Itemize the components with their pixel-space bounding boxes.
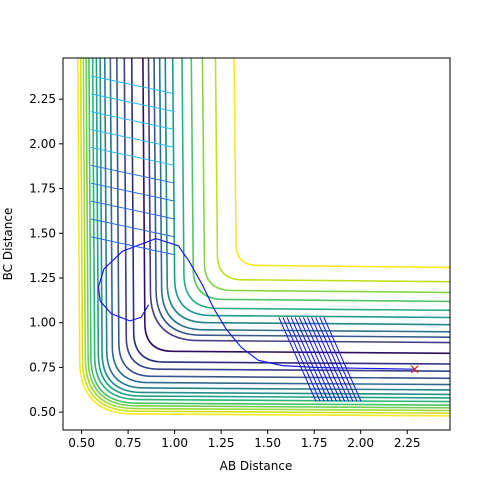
y-tick-label-3: 1.25 (29, 271, 56, 285)
endpoint-marker (410, 365, 419, 374)
plateau-contour-9 (147, 58, 450, 344)
x-tick-label-2: 1.00 (161, 436, 188, 450)
x-tick-label-4: 1.50 (254, 436, 281, 450)
trajectory-bounce-6 (90, 182, 175, 202)
trajectory-oscillation-5 (298, 317, 337, 402)
x-axis-label: AB Distance (220, 459, 293, 473)
valley-contour-10 (85, 58, 450, 409)
plot-frame (62, 57, 451, 431)
trajectory-oscillation-7 (307, 317, 346, 402)
valley-contour-2 (123, 58, 450, 372)
trajectory-oscillation-1 (282, 317, 321, 402)
plateau-contour-1 (214, 58, 450, 283)
valley-contour-6 (99, 58, 450, 396)
valley-contour-12 (79, 58, 450, 414)
valley-contour-11 (82, 58, 450, 412)
trajectory-bounce-9 (90, 236, 175, 256)
trajectory-oscillation-6 (302, 317, 342, 402)
valley-contour-1 (130, 58, 450, 365)
trajectory-bounce-7 (90, 200, 175, 220)
y-tick-label-1: 0.75 (29, 360, 56, 374)
plateau-contour-4 (181, 58, 450, 312)
plateau-contour-6 (164, 58, 450, 326)
y-axis-ticks: 0.50 0.75 1.00 1.25 1.50 1.75 2.00 2.25 (29, 92, 63, 419)
plateau-contour-8 (153, 58, 450, 338)
valley-contour-5 (103, 58, 450, 391)
valley-contour-4 (109, 58, 450, 386)
contour-lines (76, 58, 450, 417)
trajectory-bounce-8 (90, 218, 175, 238)
valley-contour-3 (116, 58, 450, 380)
trajectory-bounce-4 (90, 146, 175, 166)
trajectory-lines (90, 75, 415, 402)
valley-contour-7 (95, 58, 450, 399)
valley-contour-0 (142, 58, 450, 355)
x-tick-label-7: 2.25 (394, 436, 421, 450)
x-tick-label-0: 0.50 (68, 436, 95, 450)
x-axis-ticks: 0.50 0.75 1.00 1.25 1.50 1.75 2.00 2.25 (68, 430, 421, 450)
trajectory-oscillation-2 (286, 317, 325, 402)
trajectory-oscillation-10 (319, 317, 358, 402)
plateau-contour-2 (201, 58, 450, 294)
trajectory-oscillation-3 (290, 317, 329, 402)
y-tick-label-0: 0.50 (29, 405, 56, 419)
trajectory-bounce-5 (90, 164, 175, 184)
trajectory-oscillation-9 (315, 317, 354, 402)
y-tick-label-4: 1.50 (29, 226, 56, 240)
trajectory-path (97, 237, 415, 370)
trajectory-oscillation-0 (278, 317, 317, 402)
y-tick-label-7: 2.25 (29, 92, 56, 106)
trajectory-bounce-2 (90, 111, 175, 131)
valley-contour-8 (91, 58, 450, 403)
valley-contour-13 (76, 58, 450, 417)
trajectory-bounce-0 (90, 75, 175, 95)
trajectory-bounce-1 (90, 93, 175, 113)
trajectory-oscillation-4 (294, 317, 333, 402)
x-tick-label-6: 2.00 (347, 436, 374, 450)
valley-contour-9 (88, 58, 450, 406)
plateau-contour-5 (171, 58, 450, 319)
y-tick-label-6: 2.00 (29, 137, 56, 151)
x-tick-label-3: 1.25 (208, 436, 235, 450)
plateau-contour-0 (233, 58, 450, 269)
trajectory-oscillation-8 (311, 317, 350, 402)
x-tick-label-5: 1.75 (301, 436, 328, 450)
x-tick-label-1: 0.75 (115, 436, 142, 450)
trajectory-bounce-3 (90, 129, 175, 148)
endpoint-x-marker (410, 365, 419, 374)
y-tick-label-5: 1.75 (29, 182, 56, 196)
y-tick-label-2: 1.00 (29, 316, 56, 330)
y-axis-label: BC Distance (1, 208, 15, 281)
trajectory-oscillation-11 (323, 317, 362, 402)
plateau-contour-7 (158, 58, 450, 333)
